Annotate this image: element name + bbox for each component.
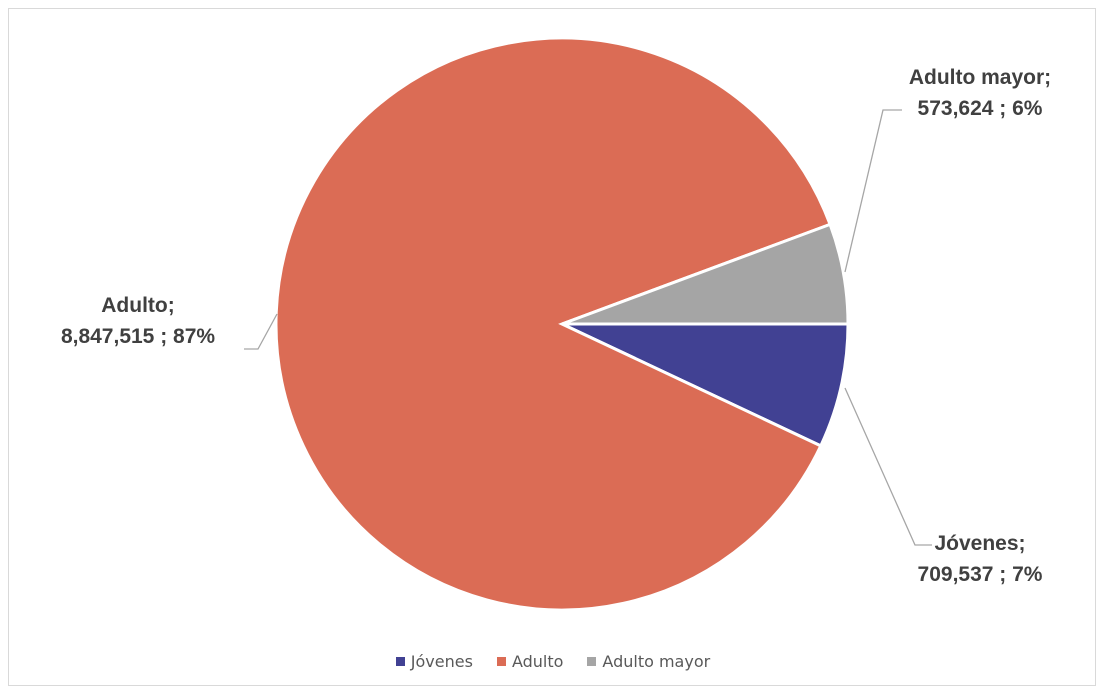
legend-item-adulto: Adulto bbox=[496, 652, 564, 671]
label-adulto-mayor-value: 573,624 ; 6% bbox=[918, 97, 1043, 120]
legend-label-adulto: Adulto bbox=[511, 652, 564, 671]
legend-item-jovenes: Jóvenes bbox=[395, 652, 473, 671]
label-jovenes-value: 709,537 ; 7% bbox=[918, 563, 1043, 586]
leader-line-adulto-mayor bbox=[844, 109, 902, 273]
leader-line-jovenes bbox=[844, 387, 932, 546]
legend-label-jovenes: Jóvenes bbox=[410, 652, 473, 671]
legend: Jóvenes Adulto Adulto mayor bbox=[0, 652, 1106, 671]
slice-jovenes bbox=[561, 322, 850, 448]
label-adulto-name: Adulto; bbox=[101, 294, 174, 317]
label-adulto-value: 8,847,515 ; 87% bbox=[61, 325, 215, 348]
slice-adulto bbox=[274, 36, 833, 612]
label-adulto-mayor-name: Adulto mayor; bbox=[909, 66, 1051, 89]
label-jovenes-name: Jóvenes; bbox=[934, 532, 1025, 555]
legend-swatch-jovenes bbox=[395, 657, 405, 666]
legend-label-adulto-mayor: Adulto mayor bbox=[602, 652, 711, 671]
legend-swatch-adulto-mayor bbox=[587, 657, 597, 666]
slice-adulto-mayor bbox=[561, 222, 850, 326]
legend-swatch-adulto bbox=[496, 657, 506, 666]
leader-line-adulto bbox=[244, 313, 278, 350]
legend-item-adulto-mayor: Adulto mayor bbox=[587, 652, 710, 671]
pie-slices bbox=[274, 36, 850, 612]
leader-lines bbox=[244, 109, 932, 546]
